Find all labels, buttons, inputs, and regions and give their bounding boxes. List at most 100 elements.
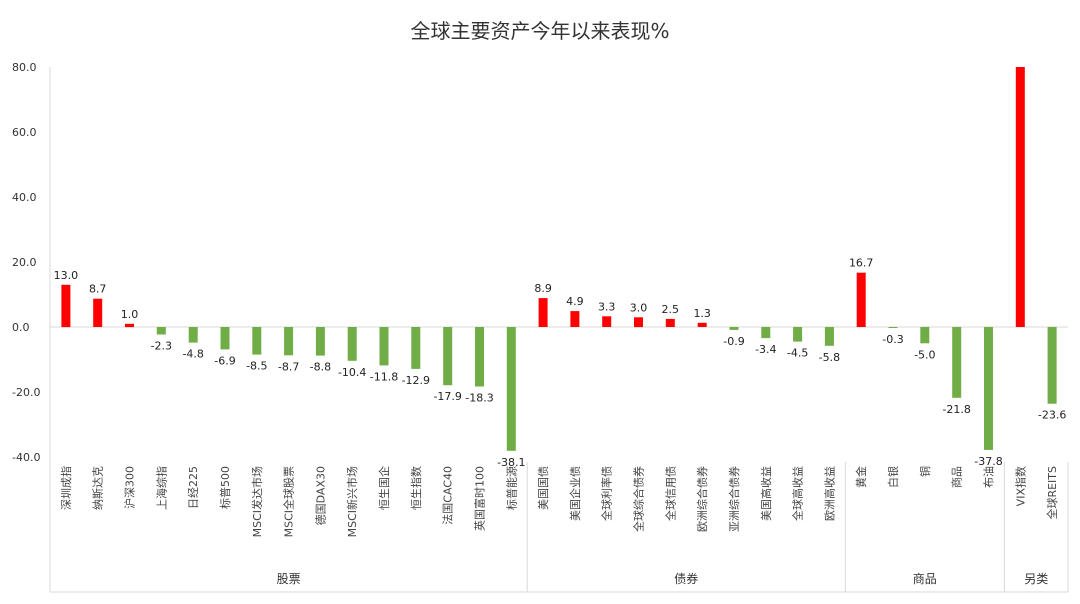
data-label: -2.3 [151,340,172,353]
data-label: -10.4 [338,366,366,379]
bar [634,317,643,328]
category-label: MSCI发达市场 [250,466,264,537]
y-tick-label: 0.0 [12,321,30,334]
category-labels: 深圳成指 纳斯达克 沪深300 上海综指 日经225 标普500 MSCI发达市场 MSCI全… [59,466,1059,537]
bar [443,327,453,386]
chart-title: 全球主要资产今年以来表现% [410,19,669,43]
category-label: 深圳成指 [59,466,73,510]
bar [315,327,325,356]
data-label: -0.9 [723,335,744,348]
data-label: -8.5 [246,360,267,373]
category-label: 全球REITS [1045,466,1059,520]
bar [538,298,548,327]
group-label: 商品 [913,571,937,586]
bar [156,327,166,335]
category-label: 铜 [918,466,932,477]
bar [761,327,771,339]
bar [570,311,580,327]
bar [952,327,962,398]
category-label: 英国富时100 [473,466,487,531]
bar [61,284,71,328]
data-label: -3.4 [755,343,776,356]
data-labels: 13.0 8.7 1.0 -2.3 -4.8 -6.9 -8.5 -8.7 -8.8 -10.4 -… [54,257,1067,469]
data-label: -0.3 [882,333,903,346]
axes: 80.0 60.0 40.0 20.0 0.0 -20.0 -40.0 [12,61,1068,593]
bar [220,327,230,350]
category-label: MSCI新兴市场 [345,466,359,537]
data-label: 1.3 [693,307,711,320]
group-label: 债券 [674,571,698,586]
bar [125,323,134,328]
bar [984,327,993,450]
group-labels: 股票 债券 商品 另类 [277,462,1069,592]
bar [1047,327,1057,404]
data-label: -23.6 [1038,409,1066,422]
bar [1015,67,1025,327]
bar [697,322,707,327]
category-label: 全球利率债 [600,466,614,521]
category-label: 恒生国企 [377,466,391,510]
category-label: 欧洲综合债券 [695,466,709,532]
category-label: 全球信用债 [663,466,677,521]
data-label: -21.8 [942,403,970,416]
bar [347,327,357,361]
bar [379,327,389,366]
y-tick-label: 80.0 [12,61,37,74]
category-label: 上海综指 [154,466,168,510]
data-label: 8.9 [534,282,552,295]
data-label: 1.0 [121,308,139,321]
bar [856,272,866,327]
category-label: 商品 [950,466,964,488]
data-label: -5.0 [914,348,935,361]
category-label: 标普能源 [504,466,518,510]
bar [188,327,198,343]
category-label: 沪深300 [123,466,137,509]
group-label: 股票 [277,572,301,586]
category-label: 法国CAC40 [441,466,455,525]
bar [252,327,262,355]
category-label: 全球综合债券 [632,466,646,532]
y-tick-label: 40.0 [12,191,37,204]
category-label: 布油 [982,466,996,488]
category-label: 标普500 [218,466,232,509]
data-label: -12.9 [402,374,430,387]
data-label: 8.7 [89,283,107,296]
category-label: VIX指数 [1013,466,1027,506]
category-label: 全球高收益 [791,466,805,521]
bar [888,327,898,328]
data-label: -6.9 [214,354,235,367]
bar [665,318,675,327]
data-label: -18.3 [465,392,493,405]
category-label: 德国DAX30 [313,466,327,525]
category-label: 日经225 [187,466,200,509]
data-label: -37.8 [974,455,1002,468]
data-label: 4.9 [566,295,584,308]
category-label: 白银 [886,466,900,488]
category-label: MSCI全球股票 [282,466,296,537]
y-tick-label: -20.0 [12,386,40,399]
y-tick-label: 60.0 [12,126,37,139]
bar [506,327,516,451]
data-label: -8.8 [310,361,331,374]
data-label: -17.9 [433,390,461,403]
category-label: 黄金 [854,466,868,488]
bars [61,67,1057,451]
y-tick-label: -40.0 [12,451,40,464]
data-label: -4.8 [182,348,203,361]
category-label: 美国高收益 [759,466,773,521]
category-label: 亚洲综合债券 [727,466,741,532]
data-label: 3.3 [598,300,616,313]
data-label: 13.0 [54,269,79,282]
category-label: 美国国债 [536,466,550,510]
bar [475,327,484,387]
group-label: 另类 [1024,572,1048,586]
bar [411,327,421,369]
data-label: 3.0 [630,301,648,314]
data-label: -8.7 [278,360,299,373]
category-label: 纳斯达克 [92,466,105,510]
bar [284,327,294,356]
y-tick-label: 20.0 [12,256,37,269]
bar [602,316,612,327]
bar [729,327,739,330]
